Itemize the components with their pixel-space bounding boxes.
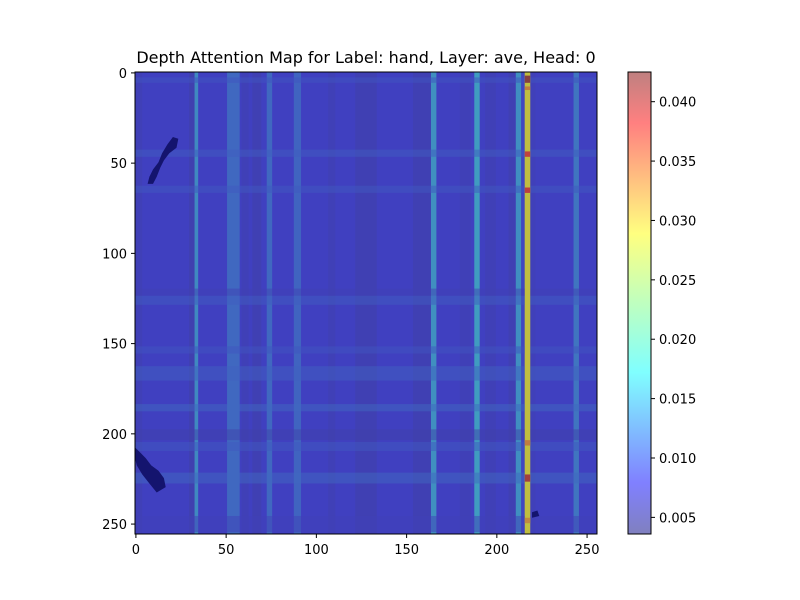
colorbar-tick-label: 0.020 (659, 333, 696, 348)
y-axis: 0 50 100 150 200 250 (102, 67, 135, 533)
heatmap-hotspot (524, 86, 531, 91)
colorbar-ticks: 0.005 0.010 0.015 0.020 0.025 0.030 0.035 0.040 (651, 96, 696, 526)
y-tick-label: 150 (102, 338, 127, 353)
colorbar-frame (627, 71, 652, 535)
heatmap-cells (135, 72, 597, 534)
heatmap-row-band (135, 77, 597, 83)
heatmap-row-band (135, 288, 597, 296)
y-tick-label: 250 (102, 518, 127, 533)
heatmap-hotspot (524, 187, 531, 193)
chart-title: Depth Attention Map for Label: hand, Lay… (136, 48, 595, 67)
heatmap-peak-column (524, 72, 531, 534)
heatmap-row-band (135, 366, 597, 381)
heatmap-row-band (135, 515, 597, 533)
heatmap-hotspot (524, 151, 531, 157)
heatmap-row-band (135, 346, 597, 354)
heatmap-row-band (135, 441, 597, 451)
heatmap-row-band (135, 295, 597, 305)
heatmap-row-band (135, 404, 597, 412)
colorbar-tick-label: 0.015 (659, 393, 696, 408)
heatmap-row-band (135, 429, 597, 441)
colorbar-gradient (628, 72, 651, 534)
x-tick-label: 0 (132, 543, 140, 558)
colorbar-tick-label: 0.010 (659, 452, 696, 467)
colorbar-tick-label: 0.005 (659, 511, 696, 526)
y-tick-label: 200 (102, 428, 127, 443)
colorbar-tick-label: 0.030 (659, 214, 696, 229)
depth-mask-blobs (135, 137, 540, 518)
heatmap-row-band (135, 149, 597, 157)
x-tick-label: 100 (304, 543, 329, 558)
heatmap-row-band (135, 185, 597, 193)
x-tick-label: 250 (575, 543, 600, 558)
heatmap-hotspot (524, 474, 531, 482)
colorbar-tick-label: 0.025 (659, 274, 696, 289)
heatmap-hotspot (524, 517, 531, 524)
x-tick-label: 200 (484, 543, 509, 558)
colorbar-tick-label: 0.040 (659, 96, 696, 111)
depth-mask-blob (532, 510, 540, 518)
depth-mask-blob (135, 447, 166, 493)
y-tick-label: 0 (119, 67, 127, 82)
colorbar-tick-label: 0.035 (659, 155, 696, 170)
plot-frame (134, 71, 598, 535)
y-tick-label: 50 (110, 157, 127, 172)
heatmap-hotspot (524, 440, 531, 446)
x-tick-label: 50 (218, 543, 235, 558)
x-tick-label: 150 (394, 543, 419, 558)
heatmap-row-band (135, 472, 597, 484)
x-axis: 0 50 100 150 200 250 (132, 534, 600, 558)
depth-mask-blob (147, 137, 179, 184)
colorbar: 0.005 0.010 0.015 0.020 0.025 0.030 0.035 0.040 (627, 71, 696, 535)
heatmap-hotspot (524, 75, 531, 83)
y-tick-label: 100 (102, 247, 127, 262)
